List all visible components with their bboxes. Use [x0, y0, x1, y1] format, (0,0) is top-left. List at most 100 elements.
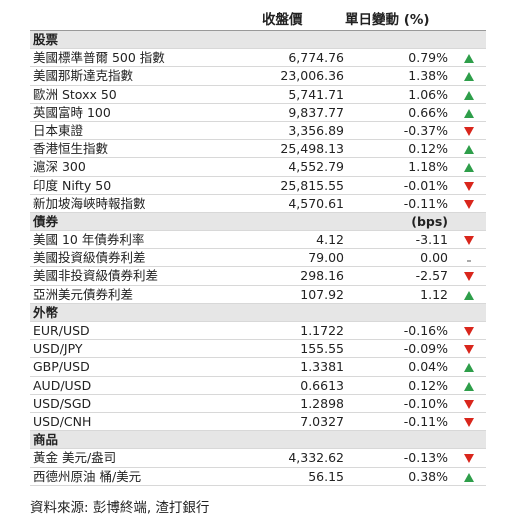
section-title: 外幣 — [33, 304, 59, 320]
instrument-name: GBP/USD — [33, 359, 90, 375]
change-value: -2.57 — [415, 268, 448, 284]
data-row: USD/CNH 7.0327 -0.11% — [30, 413, 486, 432]
close-value: 1.2898 — [300, 395, 344, 411]
data-row: 日本東證 3,356.89 -0.37% — [30, 122, 486, 141]
instrument-name: USD/CNH — [33, 413, 92, 429]
instrument-name: 英國富時 100 — [33, 104, 111, 120]
instrument-name: 美國標準普爾 500 指數 — [33, 50, 165, 66]
data-row: USD/SGD 1.2898 -0.10% — [30, 395, 486, 413]
instrument-name: USD/SGD — [33, 395, 92, 411]
instrument-name: 歐洲 Stoxx 50 — [33, 86, 117, 102]
close-value: 3,356.89 — [288, 122, 344, 138]
data-row: 美國 10 年債券利率 4.12 -3.11 — [30, 231, 486, 250]
change-value: 1.18% — [408, 159, 448, 175]
trend-down-icon — [464, 417, 474, 427]
data-row: 印度 Nifty 50 25,815.55 -0.01% — [30, 177, 486, 195]
section-title: 債券 — [33, 213, 59, 229]
close-value: 4.12 — [316, 232, 344, 248]
trend-down-icon — [464, 126, 474, 136]
instrument-name: 新加坡海峽時報指數 — [33, 195, 146, 211]
data-row: 美國非投資級債券利差 298.16 -2.57 — [30, 267, 486, 286]
close-value: 5,741.71 — [288, 86, 344, 102]
trend-down-icon — [464, 454, 474, 464]
market-table: 股票 美國標準普爾 500 指數 6,774.76 0.79% 美國那斯達克指數 23,0… — [30, 30, 486, 486]
data-row: 新加坡海峽時報指數 4,570.61 -0.11% — [30, 195, 486, 213]
change-value: 1.38% — [408, 68, 448, 84]
close-value: 6,774.76 — [288, 50, 344, 66]
data-row: 美國那斯達克指數 23,006.36 1.38% — [30, 67, 486, 86]
source-note: 資料來源: 彭博終端, 渣打銀行 — [30, 500, 210, 516]
section-title: 商品 — [33, 432, 59, 448]
close-value: 1.3381 — [300, 359, 344, 375]
change-value: 0.00 — [420, 250, 448, 266]
close-value: 4,332.62 — [288, 450, 344, 466]
instrument-name: 亞洲美元債券利差 — [33, 286, 134, 302]
close-value: 25,498.13 — [280, 141, 344, 157]
instrument-name: 西德州原油 桶/美元 — [33, 468, 142, 484]
trend-up-icon — [464, 90, 474, 100]
trend-up-icon — [464, 72, 474, 82]
data-row: 香港恒生指數 25,498.13 0.12% — [30, 140, 486, 159]
trend-up-icon — [464, 54, 474, 64]
data-row: 美國標準普爾 500 指數 6,774.76 0.79% — [30, 49, 486, 68]
data-row: 英國富時 100 9,837.77 0.66% — [30, 104, 486, 122]
data-row: 亞洲美元債券利差 107.92 1.12 — [30, 286, 486, 304]
trend-down-icon — [464, 399, 474, 409]
change-value: -0.10% — [403, 395, 448, 411]
change-value: -0.13% — [403, 450, 448, 466]
section-row: 股票 — [30, 31, 486, 50]
change-value: -0.01% — [403, 177, 448, 193]
change-value: 1.12 — [420, 286, 448, 302]
change-value: 0.04% — [408, 359, 448, 375]
trend-down-icon — [464, 327, 474, 336]
data-row: EUR/USD 1.1722 -0.16% — [30, 322, 486, 341]
close-value: 0.6613 — [300, 377, 344, 393]
data-row: 美國投資級債券利差 79.00 0.00 — [30, 249, 486, 268]
instrument-name: USD/JPY — [33, 341, 83, 357]
close-value: 56.15 — [308, 468, 344, 484]
trend-down-icon — [464, 236, 474, 246]
trend-up-icon — [464, 381, 474, 391]
section-row: 外幣 — [30, 303, 486, 322]
close-value: 9,837.77 — [288, 104, 344, 120]
change-value: 0.12% — [408, 377, 448, 393]
data-row: USD/JPY 155.55 -0.09% — [30, 340, 486, 359]
close-value: 1.1722 — [300, 323, 344, 338]
section-row: 債券 (bps) — [30, 212, 486, 232]
close-value: 7.0327 — [300, 413, 344, 429]
instrument-name: EUR/USD — [33, 323, 90, 338]
close-value: 4,552.79 — [288, 159, 344, 175]
change-value: -0.11% — [403, 195, 448, 211]
data-row: 滬深 300 4,552.79 1.18% — [30, 158, 486, 177]
change-value: -3.11 — [415, 232, 448, 248]
trend-up-icon — [464, 472, 474, 482]
data-row: GBP/USD 1.3381 0.04% — [30, 358, 486, 377]
change-value: -0.16% — [403, 323, 448, 338]
change-value: 0.66% — [408, 104, 448, 120]
instrument-name: AUD/USD — [33, 377, 92, 393]
trend-up-icon — [464, 290, 474, 300]
close-value: 298.16 — [300, 268, 344, 284]
change-header: 單日變動 (%) — [345, 12, 430, 28]
change-value: -0.09% — [403, 341, 448, 357]
instrument-name: 日本東證 — [33, 122, 84, 138]
instrument-name: 香港恒生指數 — [33, 141, 109, 157]
section-unit: (bps) — [411, 213, 448, 229]
instrument-name: 美國 10 年債券利率 — [33, 232, 145, 248]
close-value: 107.92 — [300, 286, 344, 302]
data-row: 黃金 美元/盎司 4,332.62 -0.13% — [30, 449, 486, 468]
close-value: 25,815.55 — [280, 177, 344, 193]
instrument-name: 滬深 300 — [33, 159, 86, 175]
trend-flat-icon — [467, 260, 471, 262]
close-header: 收盤價 — [262, 12, 303, 28]
change-value: -0.37% — [403, 122, 448, 138]
trend-down-icon — [464, 345, 474, 355]
trend-up-icon — [464, 163, 474, 173]
trend-down-icon — [464, 181, 474, 191]
instrument-name: 印度 Nifty 50 — [33, 177, 112, 193]
close-value: 4,570.61 — [288, 195, 344, 211]
instrument-name: 美國非投資級債券利差 — [33, 268, 159, 284]
change-value: 0.38% — [408, 468, 448, 484]
